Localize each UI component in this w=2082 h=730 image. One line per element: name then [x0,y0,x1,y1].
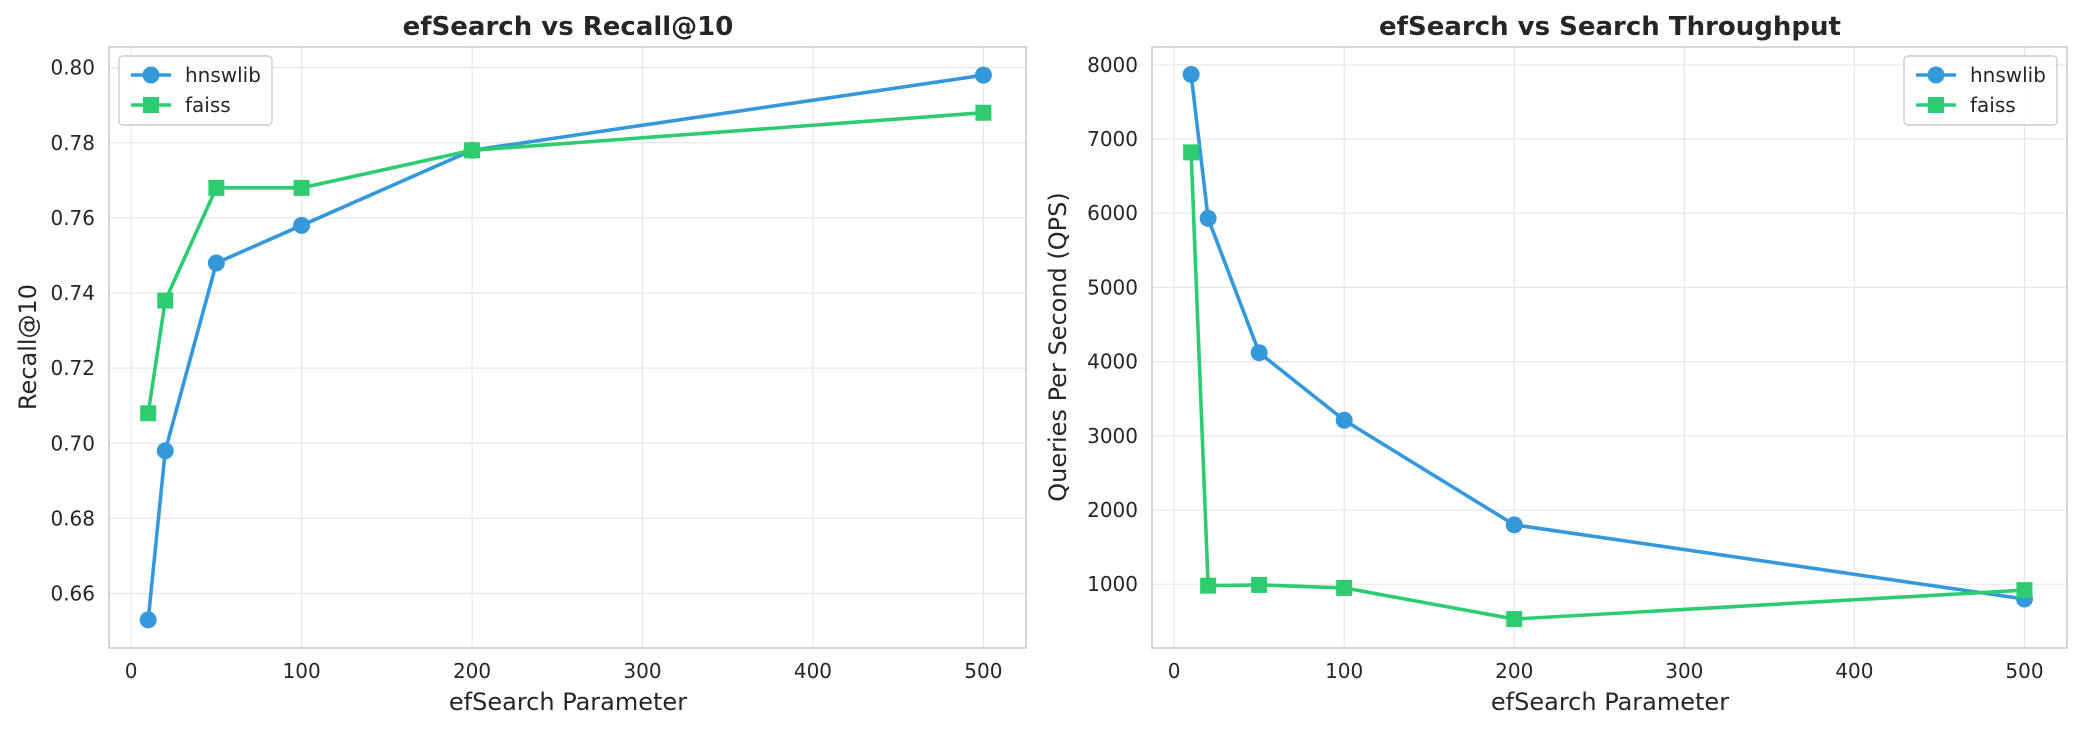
y-tick-label: 0.66 [50,582,95,606]
data-point-hnswlib [207,254,225,272]
data-point-hnswlib [156,442,174,460]
data-point-hnswlib [1250,344,1268,362]
x-tick-label: 200 [1495,659,1533,683]
x-axis-label: efSearch Parameter [1491,688,1729,716]
y-tick-labels: 0.66 0.68 0.70 0.72 0.74 0.76 0.78 0.80 [50,56,95,606]
legend-label-faiss: faiss [1970,93,2016,117]
series-layer [139,66,992,629]
y-tick-label: 8000 [1087,53,1138,77]
legend-marker-faiss [1928,97,1944,113]
legend-label-hnswlib: hnswlib [185,63,261,87]
y-tick-label: 7000 [1087,127,1138,151]
legend-marker-faiss [143,97,159,113]
legend: hnswlib faiss [1903,55,2058,126]
data-point-hnswlib [974,66,992,84]
y-tick-label: 0.72 [50,356,95,380]
plot-frame [108,46,1027,649]
y-tick-label: 2000 [1087,498,1138,522]
y-tick-label: 5000 [1087,275,1138,299]
y-tick-label: 0.76 [50,206,95,230]
y-tick-label: 4000 [1087,350,1138,374]
data-point-faiss [157,292,174,309]
legend-label-faiss: faiss [185,93,231,117]
data-point-faiss [208,179,225,196]
plot-frame [1151,46,2068,649]
grid [1152,47,2067,648]
x-tick-labels: 0 100 200 300 400 500 [1168,659,2044,683]
data-point-faiss [293,179,310,196]
y-tick-label: 0.70 [50,431,95,455]
x-tick-label: 100 [1325,659,1363,683]
series-layer [1182,65,2033,628]
data-point-faiss [1183,144,1200,161]
x-tick-label: 400 [794,659,832,683]
x-tick-label: 300 [623,659,661,683]
legend-marker-hnswlib [1927,66,1945,84]
x-tick-labels: 0 100 200 300 400 500 [125,659,1003,683]
data-point-hnswlib [1199,209,1217,227]
y-tick-label: 0.68 [50,506,95,530]
legend-label-hnswlib: hnswlib [1970,63,2046,87]
legend-marker-hnswlib [142,66,160,84]
chart-title: efSearch vs Search Throughput [1379,12,1841,42]
data-point-hnswlib [293,216,311,234]
y-tick-label: 1000 [1087,572,1138,596]
y-axis-label: Recall@10 [14,284,42,410]
series-line-faiss [146,110,986,416]
data-point-faiss [464,142,481,159]
series-line-faiss [1189,150,2027,621]
data-point-faiss [1251,576,1268,593]
x-tick-label: 300 [1665,659,1703,683]
data-point-hnswlib [1505,516,1523,534]
x-tick-label: 500 [964,659,1002,683]
y-tick-label: 3000 [1087,424,1138,448]
y-tick-labels: 1000 2000 3000 4000 5000 6000 7000 8000 [1087,53,1138,596]
x-tick-label: 400 [1835,659,1873,683]
y-tick-label: 0.74 [50,281,95,305]
x-tick-label: 200 [453,659,491,683]
chart-title: efSearch vs Recall@10 [403,12,734,42]
data-point-faiss [2016,582,2033,599]
throughput-chart: efSearch vs Search Throughput 0 100 200 300… [1044,12,2068,716]
data-point-hnswlib [1182,65,1200,83]
x-tick-label: 0 [1168,659,1181,683]
x-tick-label: 100 [283,659,321,683]
x-axis-label: efSearch Parameter [449,688,687,716]
data-point-faiss [1336,579,1353,596]
data-point-faiss [140,405,157,422]
data-point-hnswlib [139,611,157,629]
x-tick-label: 0 [125,659,138,683]
data-point-faiss [1200,577,1217,594]
series-line-hnswlib [1189,72,2027,601]
y-tick-label: 6000 [1087,201,1138,225]
data-point-hnswlib [1335,411,1353,429]
x-tick-label: 500 [2005,659,2043,683]
y-tick-label: 0.80 [50,56,95,80]
legend: hnswlib faiss [118,55,273,126]
data-point-faiss [1506,611,1523,628]
series-line-hnswlib [146,73,986,622]
recall-chart: efSearch vs Recall@10 0 100 200 300 400 500 0… [14,12,1027,716]
data-point-faiss [975,104,992,121]
y-axis-label: Queries Per Second (QPS) [1044,192,1072,501]
y-tick-label: 0.78 [50,131,95,155]
